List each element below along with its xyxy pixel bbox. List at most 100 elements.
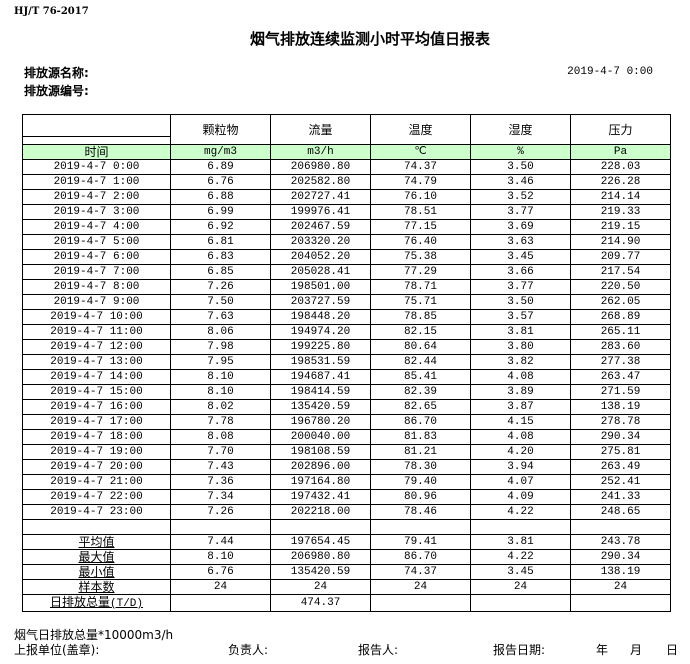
footer-note: 烟气日排放总量*10000m3/h [14,628,174,642]
value-cell: 3.94 [470,459,571,475]
blank-cell [22,519,171,535]
summary-value: 24 [170,579,271,595]
summary-value: 138.19 [570,564,671,580]
value-cell: 197432.41 [270,489,371,505]
blank-cell [470,519,571,535]
time-cell: 2019-4-7 7:00 [22,264,171,280]
value-cell: 202727.41 [270,189,371,205]
time-cell: 2019-4-7 20:00 [22,459,171,475]
header-pressure: 压力 [570,114,671,145]
value-cell: 135420.59 [270,399,371,415]
value-cell: 7.26 [170,504,271,520]
value-cell: 271.59 [570,384,671,400]
value-cell: 74.37 [370,159,471,175]
value-cell: 199976.41 [270,204,371,220]
value-cell: 82.15 [370,324,471,340]
header-row: 颗粒物 流量 温度 湿度 压力 [22,114,671,145]
value-cell: 78.51 [370,204,471,220]
time-cell: 2019-4-7 8:00 [22,279,171,295]
value-cell: 198448.20 [270,309,371,325]
value-cell: 214.14 [570,189,671,205]
value-cell: 202582.80 [270,174,371,190]
blank-cell [370,519,471,535]
value-cell: 198501.00 [270,279,371,295]
source-id-label: 排放源编号: [24,84,89,98]
table-row: 2019-4-7 4:00 6.92 202467.59 77.15 3.69 219.1… [22,219,671,235]
summary-value: 6.76 [170,564,271,580]
value-cell: 3.57 [470,309,571,325]
report-date-label: 报告日期: [493,643,546,657]
value-cell: 75.71 [370,294,471,310]
value-cell: 8.08 [170,429,271,445]
value-cell: 138.19 [570,399,671,415]
value-cell: 198531.59 [270,354,371,370]
blank-cell [270,519,371,535]
time-cell: 2019-4-7 21:00 [22,474,171,490]
header-temperature: 温度 [370,114,471,145]
summary-value: 24 [270,579,371,595]
value-cell: 265.11 [570,324,671,340]
value-cell: 7.95 [170,354,271,370]
value-cell: 80.64 [370,339,471,355]
table-row: 2019-4-7 22:00 7.34 197432.41 80.96 4.09 241.… [22,489,671,505]
value-cell: 6.88 [170,189,271,205]
value-cell: 202218.00 [270,504,371,520]
summary-row: 最小值 6.76 135420.59 74.37 3.45 138.19 [22,564,671,580]
value-cell: 75.38 [370,249,471,265]
value-cell: 78.46 [370,504,471,520]
daily-total-value [470,594,571,612]
table-row: 2019-4-7 18:00 8.08 200040.00 81.83 4.08 290.… [22,429,671,445]
table-row: 2019-4-7 1:00 6.76 202582.80 74.79 3.46 226.2… [22,174,671,190]
table-row: 2019-4-7 0:00 6.89 206980.80 74.37 3.50 228.0… [22,159,671,175]
time-cell: 2019-4-7 16:00 [22,399,171,415]
summary-value: 135420.59 [270,564,371,580]
value-cell: 74.79 [370,174,471,190]
blank-cell [570,519,671,535]
value-cell: 4.15 [470,414,571,430]
value-cell: 277.38 [570,354,671,370]
value-cell: 263.49 [570,459,671,475]
table-row: 2019-4-7 10:00 7.63 198448.20 78.85 3.57 268.… [22,309,671,325]
value-cell: 85.41 [370,369,471,385]
time-cell: 2019-4-7 18:00 [22,429,171,445]
value-cell: 204052.20 [270,249,371,265]
value-cell: 4.08 [470,429,571,445]
value-cell: 209.77 [570,249,671,265]
value-cell: 263.47 [570,369,671,385]
time-cell: 2019-4-7 19:00 [22,444,171,460]
summary-value: 86.70 [370,549,471,565]
value-cell: 76.40 [370,234,471,250]
value-cell: 4.09 [470,489,571,505]
time-cell: 2019-4-7 11:00 [22,324,171,340]
value-cell: 194974.20 [270,324,371,340]
summary-value: 24 [470,579,571,595]
value-cell: 3.45 [470,249,571,265]
blank-row [22,519,671,535]
summary-value: 243.78 [570,534,671,550]
value-cell: 199225.80 [270,339,371,355]
unit-cell: Pa [570,144,671,160]
value-cell: 77.29 [370,264,471,280]
value-cell: 81.83 [370,429,471,445]
summary-value: 74.37 [370,564,471,580]
value-cell: 214.90 [570,234,671,250]
value-cell: 8.10 [170,369,271,385]
value-cell: 78.85 [370,309,471,325]
summary-row: 平均值 7.44 197654.45 79.41 3.81 243.78 [22,534,671,550]
value-cell: 275.81 [570,444,671,460]
value-cell: 82.44 [370,354,471,370]
value-cell: 77.15 [370,219,471,235]
value-cell: 78.71 [370,279,471,295]
summary-value: 8.10 [170,549,271,565]
value-cell: 7.26 [170,279,271,295]
summary-label: 平均值 [22,534,171,550]
value-cell: 7.43 [170,459,271,475]
value-cell: 6.85 [170,264,271,280]
value-cell: 6.83 [170,249,271,265]
value-cell: 4.20 [470,444,571,460]
daily-total-label: 日排放总量 [49,595,110,610]
summary-row: 最大值 8.10 206980.80 86.70 4.22 290.34 [22,549,671,565]
value-cell: 219.33 [570,204,671,220]
summary-value: 290.34 [570,549,671,565]
value-cell: 76.10 [370,189,471,205]
